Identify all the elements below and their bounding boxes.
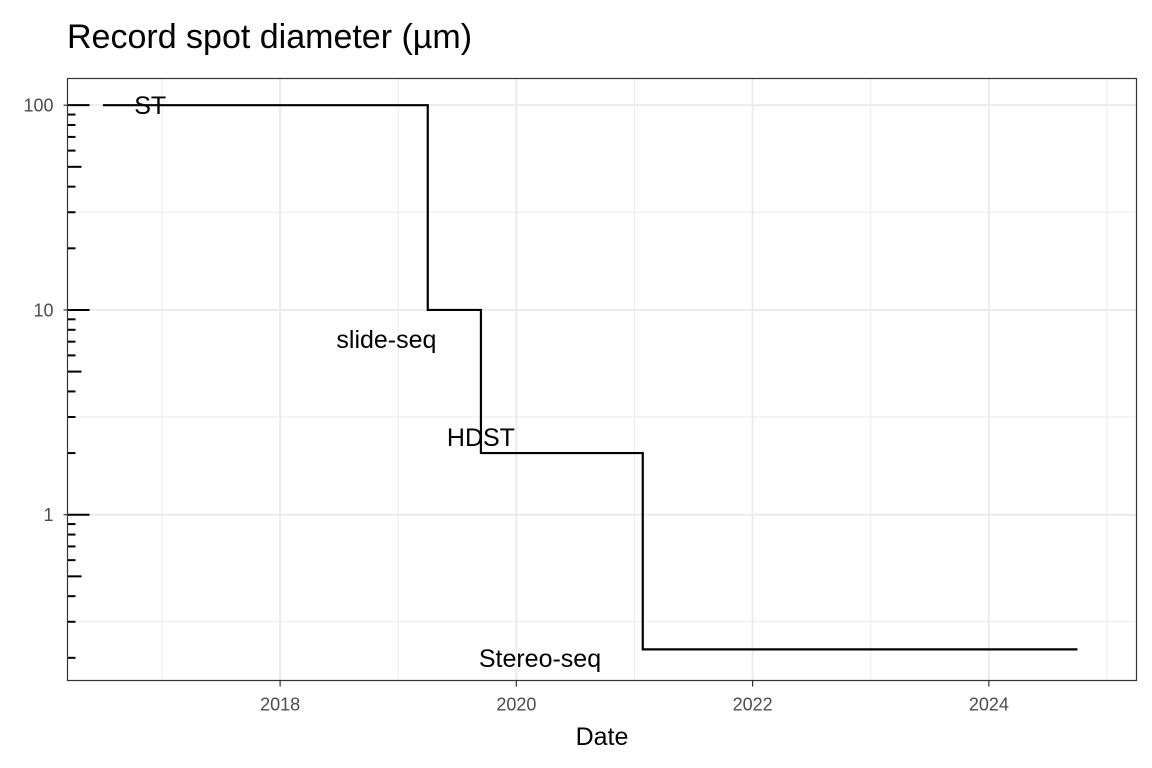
- panel-border: [66, 77, 1138, 682]
- x-tick-label: 2022: [733, 695, 773, 715]
- annotation-label: slide-seq: [336, 326, 436, 354]
- x-tick-label: 2020: [496, 695, 536, 715]
- y-tick-label: 10: [33, 300, 53, 320]
- y-tick-label: 1: [43, 505, 53, 525]
- annotation-label: ST: [134, 92, 166, 120]
- y-axis-ticks: 1 10 100: [23, 96, 90, 659]
- annotation-label: Stereo-seq: [479, 645, 601, 673]
- series-line: [102, 104, 1078, 651]
- chart-title: Record spot diameter (µm): [67, 18, 472, 56]
- x-tick-label: 2024: [969, 695, 1009, 715]
- annotation-label: HDST: [447, 424, 515, 452]
- plot-panel: [67, 78, 1137, 681]
- minor-grid: [67, 78, 1137, 681]
- x-axis-ticks: 2018 2020 2022 2024: [260, 680, 1009, 715]
- x-axis-title: Date: [576, 723, 629, 751]
- annotations: ST slide-seq HDST Stereo-seq: [134, 92, 601, 673]
- major-grid: [67, 78, 1137, 681]
- x-tick-label: 2018: [260, 695, 300, 715]
- y-tick-label: 100: [23, 96, 53, 116]
